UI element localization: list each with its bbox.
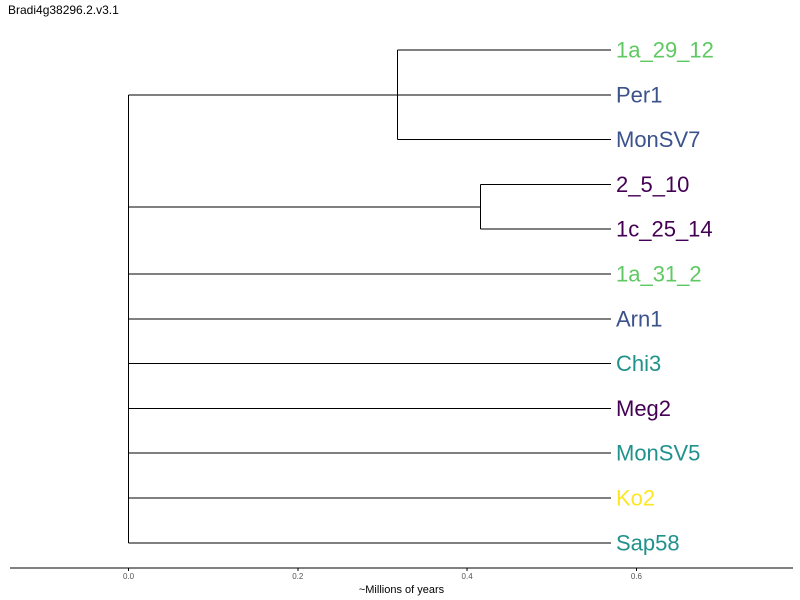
figure-title: Bradi4g38296.2.v3.1 [8,3,119,17]
tip-label: MonSV7 [616,127,700,152]
x-tick-label: 0.2 [292,572,304,581]
tip-label: 1c_25_14 [616,217,713,242]
tip-label: Chi3 [616,351,661,376]
tip-label: 1a_29_12 [616,38,714,63]
branches-group [128,49,612,544]
tip-label: MonSV5 [616,441,700,466]
tip-label: Arn1 [616,306,662,331]
x-axis: 0.0 0.2 0.4 0.6 ~Millions of years [10,567,793,596]
tip-labels-group: 1a_29_12 Per1 MonSV7 2_5_10 1c_25_14 1a_31_2 A… [616,38,714,556]
tip-label: Per1 [616,82,662,107]
x-tick-label: 0.4 [462,572,474,581]
tip-label: 2_5_10 [616,172,689,197]
x-axis-label: ~Millions of years [359,584,445,596]
x-tick-label: 0.0 [123,572,135,581]
tip-label: Meg2 [616,396,671,421]
x-tick-label: 0.6 [631,572,643,581]
tip-label: Ko2 [616,486,655,511]
tip-label: 1a_31_2 [616,262,702,287]
tip-label: Sap58 [616,530,680,555]
